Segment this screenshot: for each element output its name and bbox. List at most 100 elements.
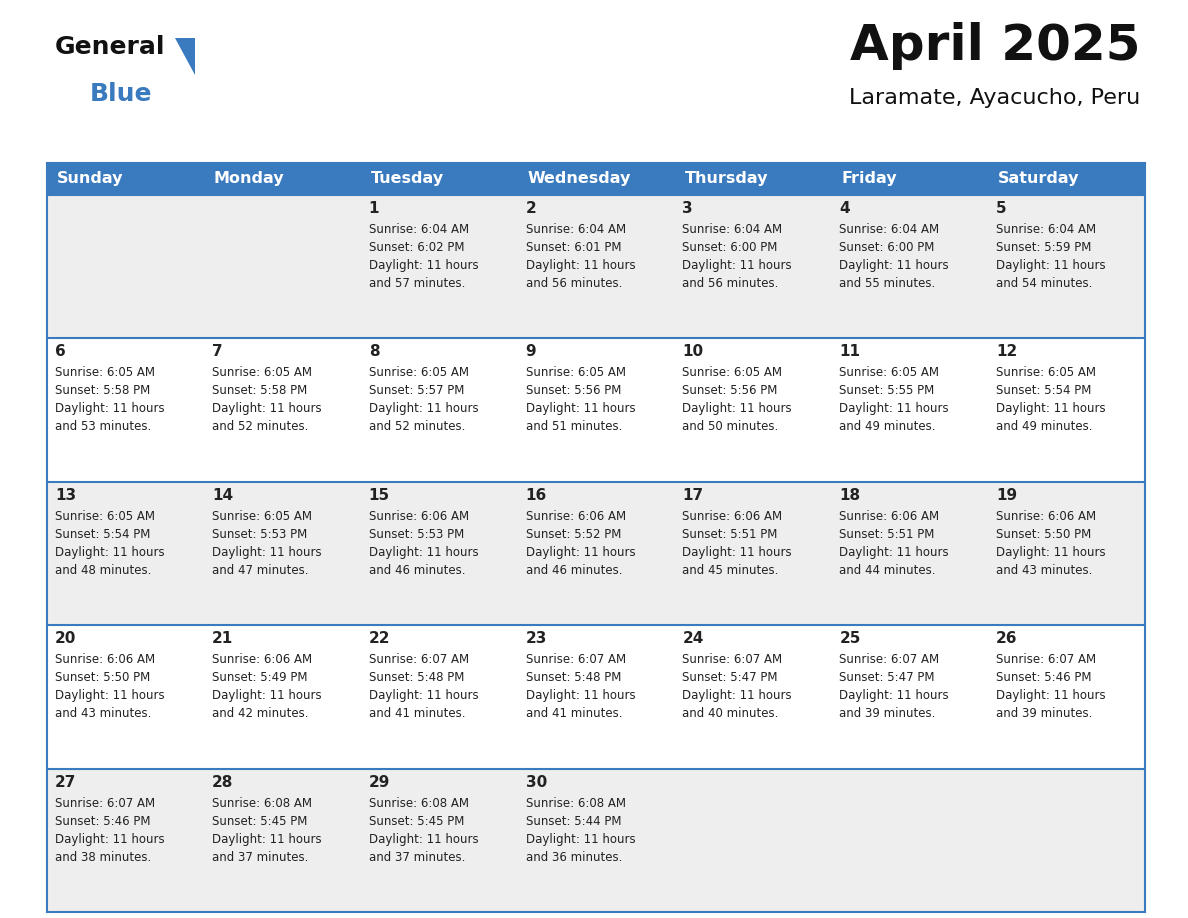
Text: Daylight: 11 hours: Daylight: 11 hours	[525, 546, 636, 559]
Text: Sunrise: 6:08 AM: Sunrise: 6:08 AM	[525, 797, 626, 810]
Bar	[988, 339, 1145, 482]
Text: Sunset: 5:56 PM: Sunset: 5:56 PM	[525, 385, 621, 397]
Text: 18: 18	[839, 487, 860, 503]
Text: and 37 minutes.: and 37 minutes.	[211, 851, 308, 864]
Text: Sunrise: 6:04 AM: Sunrise: 6:04 AM	[839, 223, 940, 236]
Text: Sunset: 5:46 PM: Sunset: 5:46 PM	[997, 671, 1092, 684]
Text: Sunrise: 6:06 AM: Sunrise: 6:06 AM	[55, 654, 156, 666]
Text: and 41 minutes.: and 41 minutes.	[525, 707, 623, 721]
Text: Daylight: 11 hours: Daylight: 11 hours	[682, 689, 792, 702]
Text: Sunrise: 6:05 AM: Sunrise: 6:05 AM	[682, 366, 783, 379]
Text: Tuesday: Tuesday	[371, 172, 444, 186]
Text: Sunrise: 6:04 AM: Sunrise: 6:04 AM	[525, 223, 626, 236]
Text: Sunset: 5:44 PM: Sunset: 5:44 PM	[525, 814, 621, 828]
Bar	[675, 768, 832, 912]
Text: Sunset: 5:47 PM: Sunset: 5:47 PM	[682, 671, 778, 684]
Text: Sunset: 5:45 PM: Sunset: 5:45 PM	[211, 814, 308, 828]
Text: Daylight: 11 hours: Daylight: 11 hours	[55, 402, 165, 416]
Text: Daylight: 11 hours: Daylight: 11 hours	[997, 546, 1106, 559]
Text: Laramate, Ayacucho, Peru: Laramate, Ayacucho, Peru	[848, 88, 1140, 108]
Text: 12: 12	[997, 344, 1017, 360]
Text: and 36 minutes.: and 36 minutes.	[525, 851, 623, 864]
Text: Daylight: 11 hours: Daylight: 11 hours	[368, 546, 479, 559]
Text: and 39 minutes.: and 39 minutes.	[839, 707, 936, 721]
Text: Sunrise: 6:06 AM: Sunrise: 6:06 AM	[368, 509, 469, 522]
Text: Sunrise: 6:08 AM: Sunrise: 6:08 AM	[368, 797, 469, 810]
Text: Sunset: 5:53 PM: Sunset: 5:53 PM	[368, 528, 465, 541]
Bar	[361, 482, 518, 625]
Text: 30: 30	[525, 775, 546, 789]
Bar	[518, 195, 675, 339]
Text: and 44 minutes.: and 44 minutes.	[839, 564, 936, 577]
Text: Sunset: 6:02 PM: Sunset: 6:02 PM	[368, 241, 465, 254]
Text: Sunrise: 6:07 AM: Sunrise: 6:07 AM	[368, 654, 469, 666]
Text: April 2025: April 2025	[849, 22, 1140, 70]
Text: Sunset: 5:50 PM: Sunset: 5:50 PM	[55, 671, 150, 684]
Text: Sunset: 5:45 PM: Sunset: 5:45 PM	[368, 814, 465, 828]
Text: and 39 minutes.: and 39 minutes.	[997, 707, 1093, 721]
Text: and 38 minutes.: and 38 minutes.	[55, 851, 151, 864]
Text: and 49 minutes.: and 49 minutes.	[997, 420, 1093, 433]
Text: Daylight: 11 hours: Daylight: 11 hours	[211, 833, 322, 845]
Text: 4: 4	[839, 201, 849, 216]
Text: Sunrise: 6:07 AM: Sunrise: 6:07 AM	[839, 654, 940, 666]
Text: Sunset: 5:51 PM: Sunset: 5:51 PM	[682, 528, 778, 541]
Text: and 54 minutes.: and 54 minutes.	[997, 277, 1093, 290]
Bar	[832, 482, 988, 625]
Bar	[988, 482, 1145, 625]
Bar	[204, 768, 361, 912]
Bar	[361, 195, 518, 339]
Bar	[988, 768, 1145, 912]
Text: Daylight: 11 hours: Daylight: 11 hours	[997, 402, 1106, 416]
Text: Sunrise: 6:05 AM: Sunrise: 6:05 AM	[211, 366, 312, 379]
Bar	[988, 195, 1145, 339]
Text: Sunrise: 6:08 AM: Sunrise: 6:08 AM	[211, 797, 312, 810]
Text: Sunrise: 6:05 AM: Sunrise: 6:05 AM	[525, 366, 626, 379]
Bar	[361, 768, 518, 912]
Text: Sunrise: 6:07 AM: Sunrise: 6:07 AM	[682, 654, 783, 666]
Bar	[518, 768, 675, 912]
Text: Sunset: 5:57 PM: Sunset: 5:57 PM	[368, 385, 465, 397]
Text: Sunrise: 6:05 AM: Sunrise: 6:05 AM	[997, 366, 1097, 379]
Text: 23: 23	[525, 632, 546, 646]
Bar	[48, 768, 204, 912]
Bar	[361, 625, 518, 768]
Text: 2: 2	[525, 201, 536, 216]
Text: 15: 15	[368, 487, 390, 503]
Text: Daylight: 11 hours: Daylight: 11 hours	[55, 689, 165, 702]
Bar	[204, 482, 361, 625]
Text: Sunset: 5:58 PM: Sunset: 5:58 PM	[55, 385, 150, 397]
Bar	[675, 195, 832, 339]
Bar	[361, 339, 518, 482]
Text: and 43 minutes.: and 43 minutes.	[55, 707, 151, 721]
Text: 10: 10	[682, 344, 703, 360]
Bar	[675, 339, 832, 482]
Text: 19: 19	[997, 487, 1017, 503]
Text: Sunset: 5:54 PM: Sunset: 5:54 PM	[55, 528, 151, 541]
Text: and 46 minutes.: and 46 minutes.	[368, 564, 466, 577]
Text: Daylight: 11 hours: Daylight: 11 hours	[525, 689, 636, 702]
Text: Sunrise: 6:05 AM: Sunrise: 6:05 AM	[55, 509, 154, 522]
Text: 9: 9	[525, 344, 536, 360]
Text: Sunset: 5:47 PM: Sunset: 5:47 PM	[839, 671, 935, 684]
Text: Daylight: 11 hours: Daylight: 11 hours	[525, 833, 636, 845]
Text: Daylight: 11 hours: Daylight: 11 hours	[839, 689, 949, 702]
Text: Sunset: 5:50 PM: Sunset: 5:50 PM	[997, 528, 1092, 541]
Text: and 57 minutes.: and 57 minutes.	[368, 277, 465, 290]
Text: Thursday: Thursday	[684, 172, 767, 186]
Text: 20: 20	[55, 632, 76, 646]
Text: and 45 minutes.: and 45 minutes.	[682, 564, 779, 577]
Text: 29: 29	[368, 775, 390, 789]
Text: 21: 21	[211, 632, 233, 646]
Text: Daylight: 11 hours: Daylight: 11 hours	[368, 259, 479, 272]
Text: Daylight: 11 hours: Daylight: 11 hours	[368, 833, 479, 845]
Text: Sunset: 5:52 PM: Sunset: 5:52 PM	[525, 528, 621, 541]
Text: Sunset: 5:58 PM: Sunset: 5:58 PM	[211, 385, 308, 397]
Text: Daylight: 11 hours: Daylight: 11 hours	[211, 402, 322, 416]
Text: and 42 minutes.: and 42 minutes.	[211, 707, 309, 721]
Text: 22: 22	[368, 632, 390, 646]
Text: Sunrise: 6:04 AM: Sunrise: 6:04 AM	[682, 223, 783, 236]
Text: Sunrise: 6:05 AM: Sunrise: 6:05 AM	[211, 509, 312, 522]
Text: Daylight: 11 hours: Daylight: 11 hours	[55, 546, 165, 559]
Text: Sunset: 5:48 PM: Sunset: 5:48 PM	[525, 671, 621, 684]
